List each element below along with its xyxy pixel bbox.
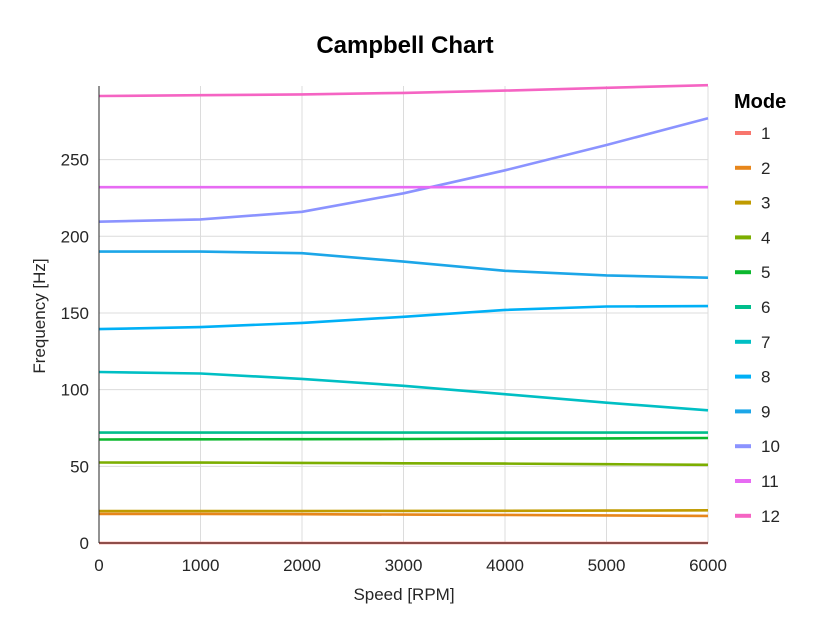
legend-label: 12 <box>761 507 780 526</box>
x-tick-label: 2000 <box>283 556 321 575</box>
y-tick-label: 0 <box>80 534 89 553</box>
legend-label: 3 <box>761 194 770 213</box>
y-tick-label: 50 <box>70 457 89 476</box>
series-line-mode-9 <box>99 250 709 279</box>
series-line-mode-3 <box>99 508 709 513</box>
legend-label: 1 <box>761 124 770 143</box>
x-tick-label: 6000 <box>689 556 727 575</box>
chart-title: Campbell Chart <box>316 32 493 59</box>
series-line-mode-10 <box>98 116 709 223</box>
tick-labels: 0 1000 2000 3000 4000 5000 6000 0 50 100 150 200 250 <box>61 151 727 575</box>
legend-label: 8 <box>761 368 770 387</box>
y-tick-label: 250 <box>61 151 89 170</box>
legend-label: 4 <box>761 228 770 247</box>
y-axis-label: Frequency [Hz] <box>30 258 49 373</box>
series-line-mode-8 <box>98 304 709 331</box>
legend-title: Mode <box>734 91 786 113</box>
legend-label: 5 <box>761 263 770 282</box>
x-tick-label: 5000 <box>588 556 626 575</box>
series-line-mode-7 <box>98 370 709 412</box>
series-line-mode-4 <box>98 461 709 467</box>
grid <box>98 86 709 544</box>
y-tick-label: 100 <box>61 381 89 400</box>
axes <box>98 86 708 544</box>
series-line-mode-12 <box>98 83 709 98</box>
x-tick-label: 1000 <box>182 556 220 575</box>
x-tick-label: 3000 <box>385 556 423 575</box>
x-axis-label: Speed [RPM] <box>353 585 454 604</box>
x-tick-label: 4000 <box>486 556 524 575</box>
legend-label: 10 <box>761 437 780 456</box>
y-tick-label: 150 <box>61 304 89 323</box>
y-tick-label: 200 <box>61 227 89 246</box>
legend-label: 6 <box>761 298 770 317</box>
legend-label: 2 <box>761 159 770 178</box>
legend-label: 11 <box>761 472 779 491</box>
legend-label: 9 <box>761 402 770 421</box>
series-line-mode-5 <box>98 436 709 441</box>
x-tick-label: 0 <box>94 556 103 575</box>
legend-label: 7 <box>761 333 770 352</box>
series-line-mode-2 <box>99 512 709 518</box>
